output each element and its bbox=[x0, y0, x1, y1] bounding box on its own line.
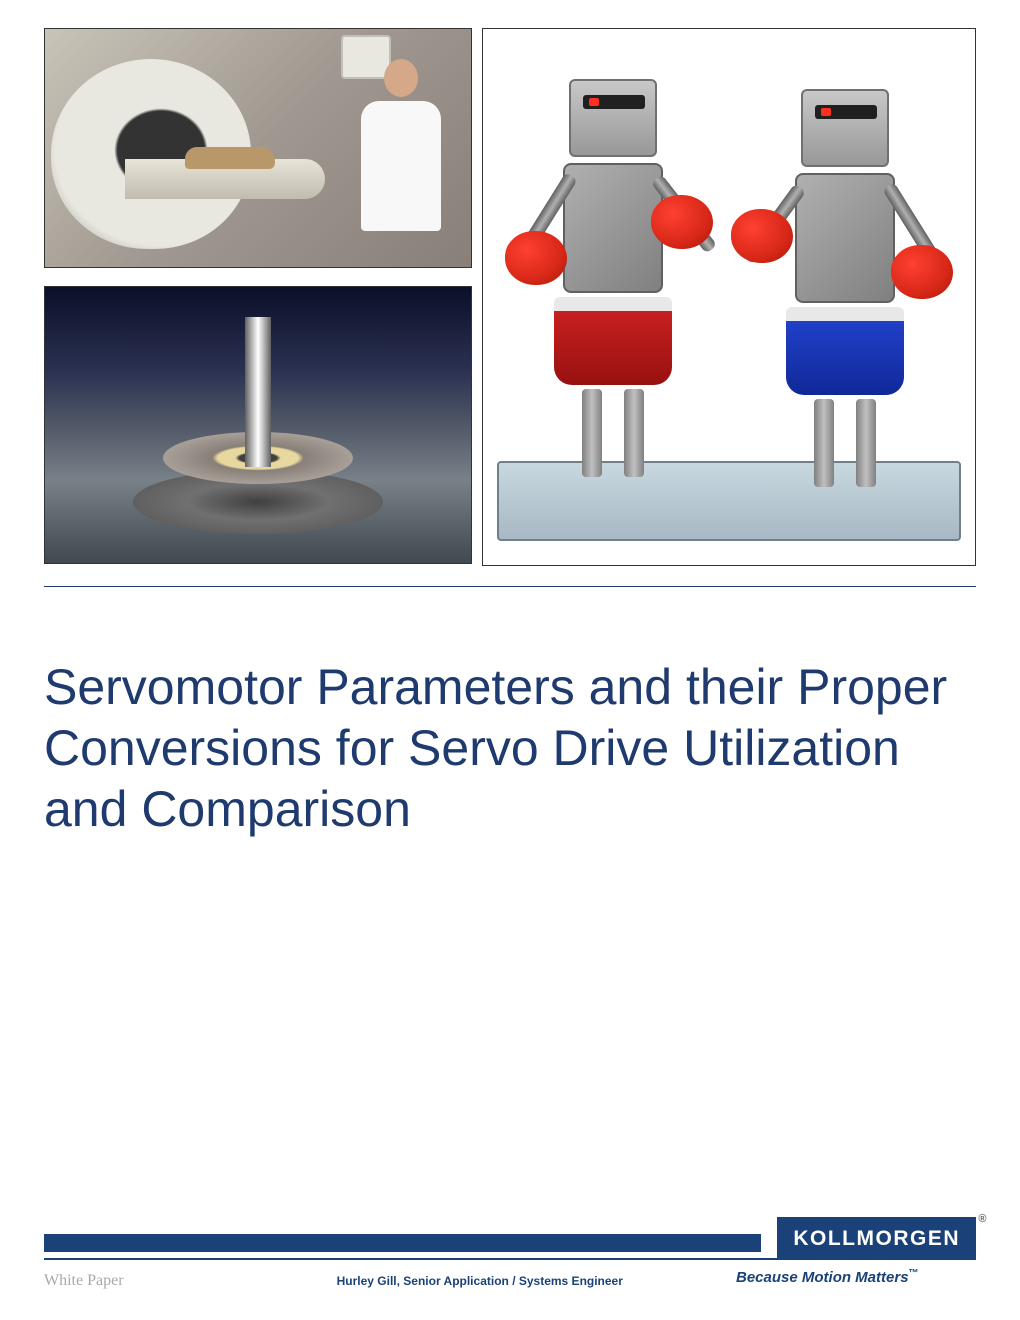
image-machinery bbox=[44, 286, 472, 564]
left-image-column bbox=[44, 28, 472, 566]
page-container: Servomotor Parameters and their Proper C… bbox=[0, 0, 1020, 1320]
robot-red bbox=[513, 79, 713, 479]
doctor-body bbox=[361, 101, 441, 231]
thick-bar bbox=[44, 1234, 761, 1252]
divider-line bbox=[44, 586, 976, 587]
footer-left-bars bbox=[44, 1234, 761, 1260]
boxing-glove bbox=[505, 231, 567, 285]
robot-blue bbox=[745, 89, 945, 489]
footer: KOLLMORGEN ® White Paper Hurley Gill, Se… bbox=[44, 1217, 976, 1290]
robot-leg bbox=[582, 389, 602, 477]
robot-leg bbox=[856, 399, 876, 487]
boxing-glove bbox=[731, 209, 793, 263]
footer-bars: KOLLMORGEN ® bbox=[44, 1217, 976, 1260]
robot-eye-light bbox=[589, 98, 599, 106]
brand-text: KOLLMORGEN bbox=[793, 1227, 960, 1250]
boxing-glove bbox=[651, 195, 713, 249]
image-boxing-robots bbox=[482, 28, 976, 566]
robot-eye-light bbox=[821, 108, 831, 116]
image-grid bbox=[44, 28, 976, 566]
trademark-symbol: ™ bbox=[909, 1268, 919, 1279]
robot-legs bbox=[513, 389, 713, 477]
footer-bottom: White Paper Hurley Gill, Senior Applicat… bbox=[44, 1272, 976, 1290]
doctor-shape bbox=[361, 59, 441, 239]
thin-bar bbox=[44, 1258, 761, 1260]
robot-head bbox=[801, 89, 889, 167]
brand-tagline: Because Motion Matters™ bbox=[736, 1258, 976, 1286]
robot-legs bbox=[745, 399, 945, 487]
doctor-head bbox=[384, 59, 418, 97]
robot-torso bbox=[563, 163, 663, 293]
robot-leg bbox=[814, 399, 834, 487]
robot-shorts-red bbox=[554, 297, 672, 385]
image-ct-scanner bbox=[44, 28, 472, 268]
robot-head bbox=[569, 79, 657, 157]
robot-leg bbox=[624, 389, 644, 477]
robot-shorts-blue bbox=[786, 307, 904, 395]
right-image-column bbox=[482, 28, 976, 566]
registered-mark: ® bbox=[978, 1213, 988, 1225]
boxing-glove bbox=[891, 245, 953, 299]
patient-shape bbox=[185, 147, 275, 169]
document-title: Servomotor Parameters and their Proper C… bbox=[44, 657, 976, 840]
brand-logo: KOLLMORGEN ® bbox=[777, 1217, 976, 1260]
tagline-text: Because Motion Matters bbox=[736, 1269, 909, 1286]
spindle-shape bbox=[245, 317, 271, 467]
robot-torso bbox=[795, 173, 895, 303]
doc-type-label: White Paper bbox=[44, 1272, 124, 1290]
